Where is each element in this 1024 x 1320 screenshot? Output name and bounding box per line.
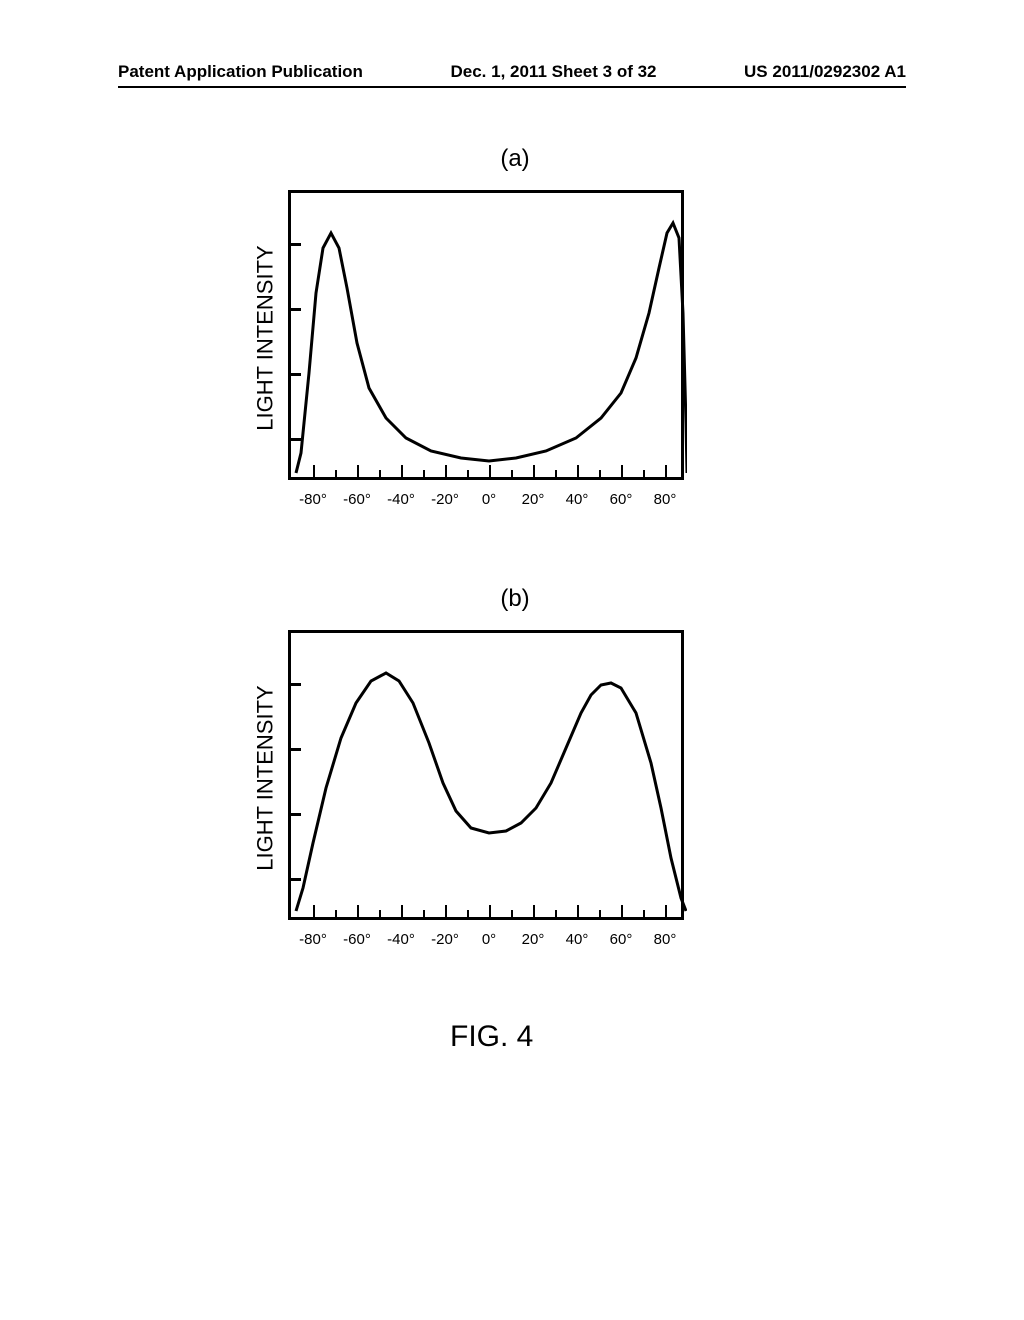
x-tick-major	[665, 465, 667, 477]
x-tick-label: 20°	[522, 931, 545, 948]
x-tick-minor	[555, 910, 557, 917]
chart-a-container: LIGHT INTENSITY -80°-60°-40°-20°0°20°40°…	[288, 190, 688, 520]
chart-a-svg	[291, 193, 687, 483]
chart-a-y-label: LIGHT INTENSITY	[253, 245, 279, 430]
x-tick-major	[401, 905, 403, 917]
x-tick-minor	[335, 910, 337, 917]
x-tick-label: 80°	[654, 491, 677, 508]
y-tick	[291, 683, 301, 686]
x-tick-major	[445, 465, 447, 477]
x-tick-major	[577, 905, 579, 917]
header-divider	[118, 86, 906, 88]
y-tick	[291, 813, 301, 816]
x-tick-label: 60°	[610, 931, 633, 948]
x-tick-minor	[379, 910, 381, 917]
x-tick-label: -20°	[431, 491, 459, 508]
x-tick-minor	[423, 470, 425, 477]
y-tick	[291, 243, 301, 246]
header-left: Patent Application Publication	[118, 62, 363, 82]
panel-a-label: (a)	[495, 145, 535, 173]
header-center: Dec. 1, 2011 Sheet 3 of 32	[450, 62, 656, 82]
x-tick-label: 20°	[522, 491, 545, 508]
figure-label: FIG. 4	[450, 1020, 533, 1054]
x-tick-minor	[467, 470, 469, 477]
chart-b-svg	[291, 633, 687, 923]
x-tick-label: 0°	[482, 491, 496, 508]
x-tick-major	[313, 465, 315, 477]
x-tick-minor	[599, 470, 601, 477]
x-tick-label: -20°	[431, 931, 459, 948]
y-tick	[291, 438, 301, 441]
x-tick-label: 40°	[566, 931, 589, 948]
chart-a-box: -80°-60°-40°-20°0°20°40°60°80°	[288, 190, 684, 480]
x-tick-major	[533, 905, 535, 917]
x-tick-major	[577, 465, 579, 477]
header-right: US 2011/0292302 A1	[744, 62, 906, 82]
x-tick-major	[621, 905, 623, 917]
x-tick-label: -60°	[343, 491, 371, 508]
x-tick-label: -60°	[343, 931, 371, 948]
x-tick-major	[401, 465, 403, 477]
x-tick-major	[313, 905, 315, 917]
x-tick-major	[665, 905, 667, 917]
x-tick-major	[489, 465, 491, 477]
x-tick-minor	[643, 470, 645, 477]
x-tick-major	[489, 905, 491, 917]
page-header: Patent Application Publication Dec. 1, 2…	[118, 62, 906, 82]
x-tick-minor	[423, 910, 425, 917]
x-tick-label: 40°	[566, 491, 589, 508]
x-tick-label: -40°	[387, 491, 415, 508]
x-tick-label: 60°	[610, 491, 633, 508]
chart-b-container: LIGHT INTENSITY -80°-60°-40°-20°0°20°40°…	[288, 630, 688, 960]
x-tick-minor	[511, 910, 513, 917]
x-tick-label: 80°	[654, 931, 677, 948]
x-tick-minor	[335, 470, 337, 477]
x-tick-minor	[511, 470, 513, 477]
x-tick-major	[445, 905, 447, 917]
chart-b-curve	[296, 673, 686, 911]
panel-b-label: (b)	[495, 585, 535, 613]
x-tick-label: -80°	[299, 931, 327, 948]
x-tick-major	[357, 465, 359, 477]
y-tick	[291, 308, 301, 311]
x-tick-minor	[467, 910, 469, 917]
y-tick	[291, 373, 301, 376]
x-tick-minor	[643, 910, 645, 917]
x-tick-label: 0°	[482, 931, 496, 948]
x-tick-major	[357, 905, 359, 917]
chart-a-curve	[296, 223, 687, 473]
x-tick-minor	[599, 910, 601, 917]
x-tick-label: -40°	[387, 931, 415, 948]
x-tick-major	[621, 465, 623, 477]
x-tick-minor	[555, 470, 557, 477]
y-tick	[291, 748, 301, 751]
chart-b-y-label: LIGHT INTENSITY	[253, 685, 279, 870]
x-tick-minor	[379, 470, 381, 477]
x-tick-major	[533, 465, 535, 477]
chart-b-box: -80°-60°-40°-20°0°20°40°60°80°	[288, 630, 684, 920]
x-tick-label: -80°	[299, 491, 327, 508]
y-tick	[291, 878, 301, 881]
